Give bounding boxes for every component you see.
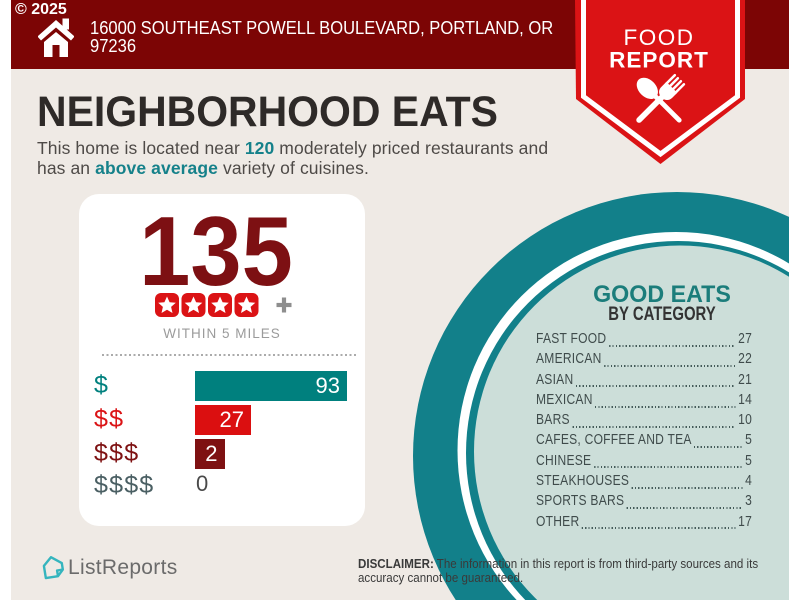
svg-text:REPORT: REPORT — [609, 48, 709, 73]
svg-text:FOOD: FOOD — [624, 25, 695, 50]
